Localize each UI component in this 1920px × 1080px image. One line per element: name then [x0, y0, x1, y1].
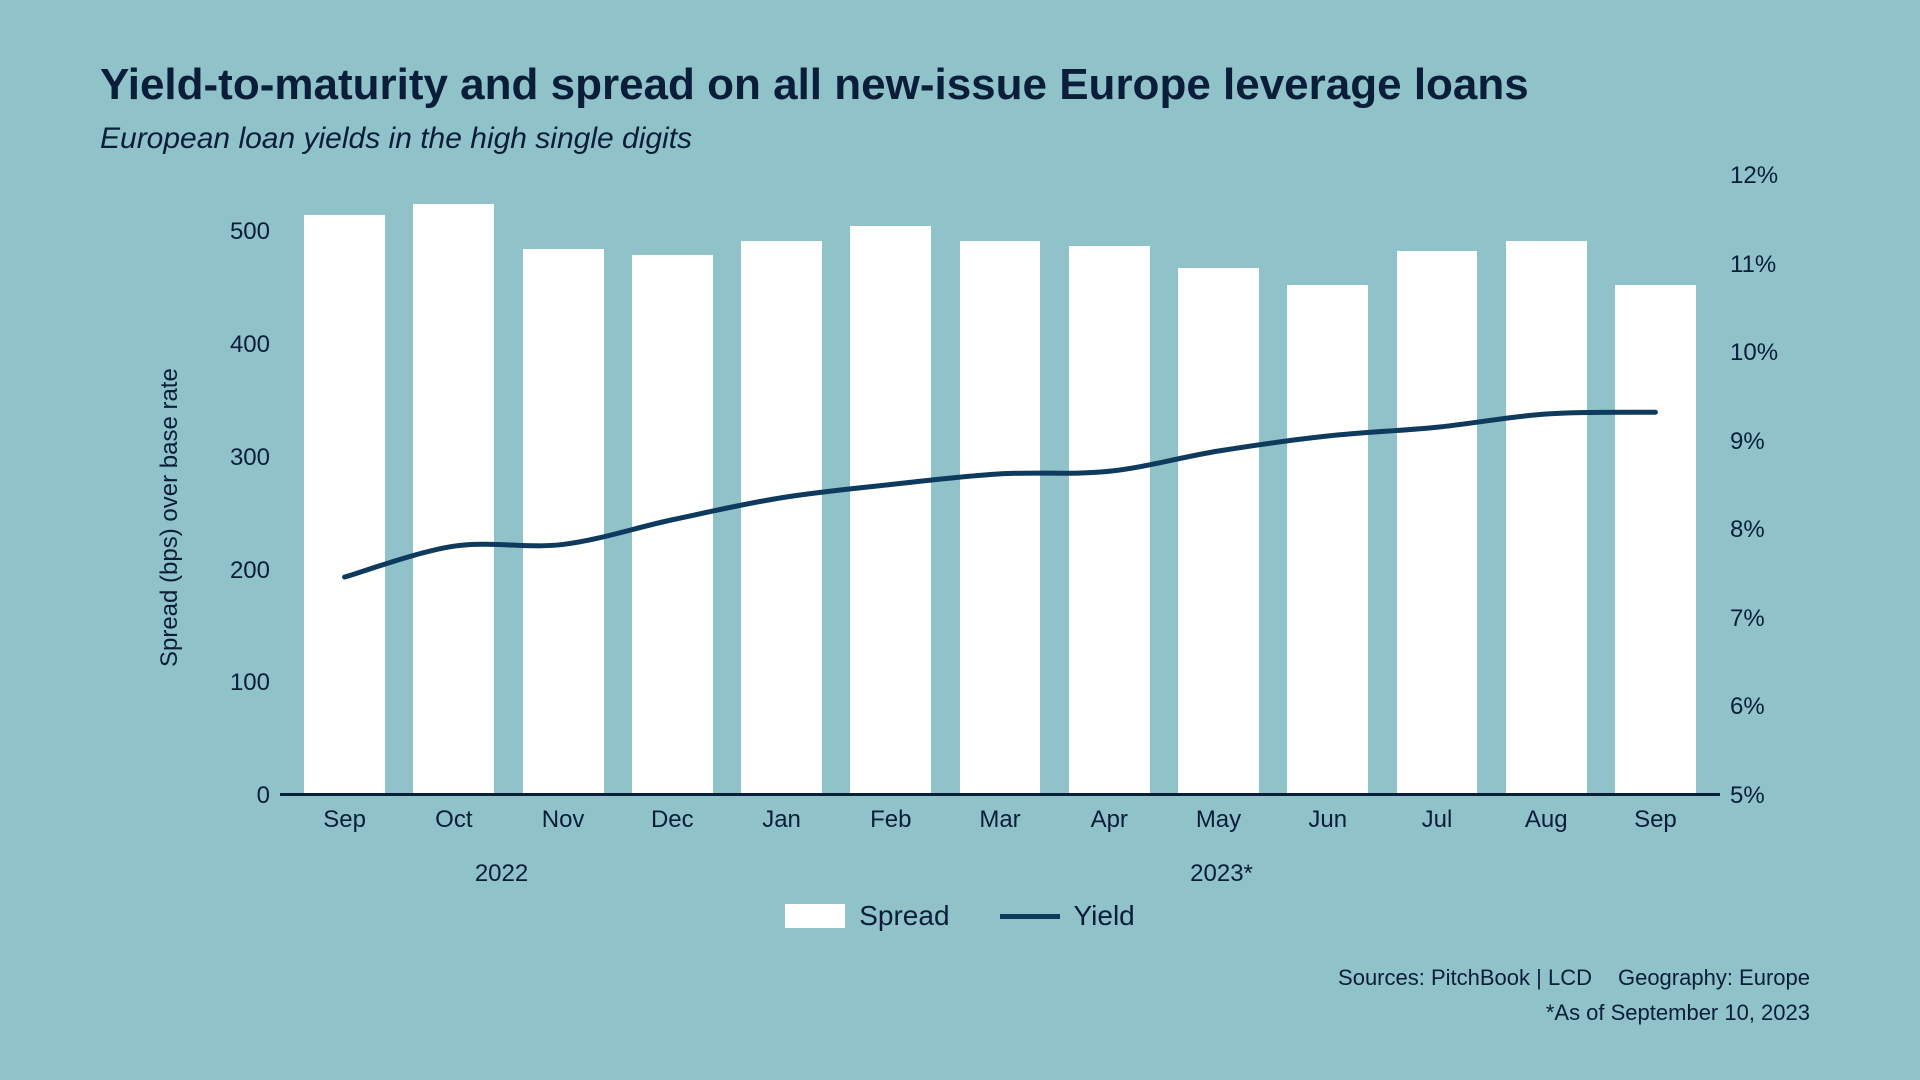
- y-right-tick: 10%: [1730, 339, 1800, 367]
- footer-asof: *As of September 10, 2023: [1338, 995, 1810, 1030]
- x-month-label: Mar: [945, 806, 1054, 846]
- x-axis-months: SepOctNovDecJanFebMarAprMayJunJulAugSep: [280, 806, 1720, 846]
- plot-area: [280, 176, 1720, 796]
- x-month-label: Dec: [618, 806, 727, 846]
- x-year-label: 2023*: [1190, 860, 1253, 888]
- yield-line: [345, 412, 1656, 577]
- x-axis-years: 2022 2023*: [280, 860, 1720, 890]
- x-month-label: Sep: [290, 806, 399, 846]
- footer: Sources: PitchBook | LCD Geography: Euro…: [1338, 960, 1810, 1030]
- legend-item-spread: Spread: [785, 900, 949, 932]
- x-month-label: Oct: [399, 806, 508, 846]
- y-left-axis-label: Spread (bps) over base rate: [156, 368, 184, 667]
- x-month-label: Jan: [727, 806, 836, 846]
- y-right-tick: 8%: [1730, 516, 1800, 544]
- chart-page: Yield-to-maturity and spread on all new-…: [0, 0, 1920, 1080]
- y-left-tick: 200: [210, 557, 270, 585]
- legend-item-yield: Yield: [1000, 900, 1135, 932]
- x-month-label: May: [1164, 806, 1273, 846]
- y-left-tick: 400: [210, 331, 270, 359]
- y-right-ticks: 5%6%7%8%9%10%11%12%: [1730, 176, 1800, 796]
- legend-swatch-yield: [1000, 914, 1060, 919]
- chart-subtitle: European loan yields in the high single …: [100, 122, 1820, 156]
- y-left-tick: 100: [210, 669, 270, 697]
- x-month-label: Apr: [1055, 806, 1164, 846]
- x-month-label: Jul: [1382, 806, 1491, 846]
- chart-area: Spread (bps) over base rate 0 100 200 300 40…: [100, 176, 1820, 876]
- footer-sources: Sources: PitchBook | LCD: [1338, 960, 1592, 995]
- x-month-label: Nov: [508, 806, 617, 846]
- y-right-tick: 9%: [1730, 428, 1800, 456]
- chart-title: Yield-to-maturity and spread on all new-…: [100, 60, 1820, 110]
- y-left-ticks: 0100200300400500: [210, 176, 270, 796]
- line-series: [280, 176, 1720, 793]
- x-year-label: 2022: [475, 860, 528, 888]
- y-right-tick: 11%: [1730, 251, 1800, 279]
- x-month-label: Jun: [1273, 806, 1382, 846]
- y-right-tick: 7%: [1730, 605, 1800, 633]
- legend-swatch-spread: [785, 904, 845, 928]
- x-month-label: Feb: [836, 806, 945, 846]
- footer-geography: Geography: Europe: [1618, 960, 1810, 995]
- y-right-tick: 12%: [1730, 162, 1800, 190]
- y-right-tick: 5%: [1730, 782, 1800, 810]
- legend: Spread Yield: [0, 900, 1920, 932]
- y-left-tick: 500: [210, 218, 270, 246]
- y-left-tick: 300: [210, 444, 270, 472]
- legend-label-yield: Yield: [1074, 900, 1135, 932]
- legend-label-spread: Spread: [859, 900, 949, 932]
- y-left-tick: 0: [210, 782, 270, 810]
- y-right-tick: 6%: [1730, 693, 1800, 721]
- x-month-label: Aug: [1492, 806, 1601, 846]
- x-month-label: Sep: [1601, 806, 1710, 846]
